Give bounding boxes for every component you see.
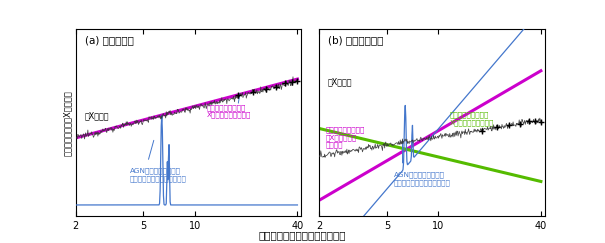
Text: AGNエンジンの外側で
吸収・散乱されて生じる成分: AGNエンジンの外側で 吸収・散乱されて生じる成分 [129,168,186,182]
Text: AGNエンジンの外側で
吸収・散乱されて生じる成分: AGNエンジンの外側で 吸収・散乱されて生じる成分 [393,171,450,186]
Text: エネルギー（キロ電子ボルト）: エネルギー（キロ電子ボルト） [259,231,346,241]
Text: エネルギーが高めの
のX線からなる
放射成分: エネルギーが高めの のX線からなる 放射成分 [326,126,365,148]
Text: 全X線信号: 全X線信号 [85,112,109,121]
Text: (a) 暗い時間帯: (a) 暗い時間帯 [85,35,134,45]
Text: 全X線信号: 全X線信号 [328,78,353,87]
Text: (b) 明るい時間帯: (b) 明るい時間帯 [328,35,384,45]
Text: エネルギーが高めの
X線からなる放射成分: エネルギーが高めの X線からなる放射成分 [206,104,250,118]
Text: エネルギーが低めの
X線からなる放射成分: エネルギーが低めの X線からなる放射成分 [450,112,494,126]
Y-axis label: エネルギーごとのX線の強さ: エネルギーごとのX線の強さ [62,90,71,156]
